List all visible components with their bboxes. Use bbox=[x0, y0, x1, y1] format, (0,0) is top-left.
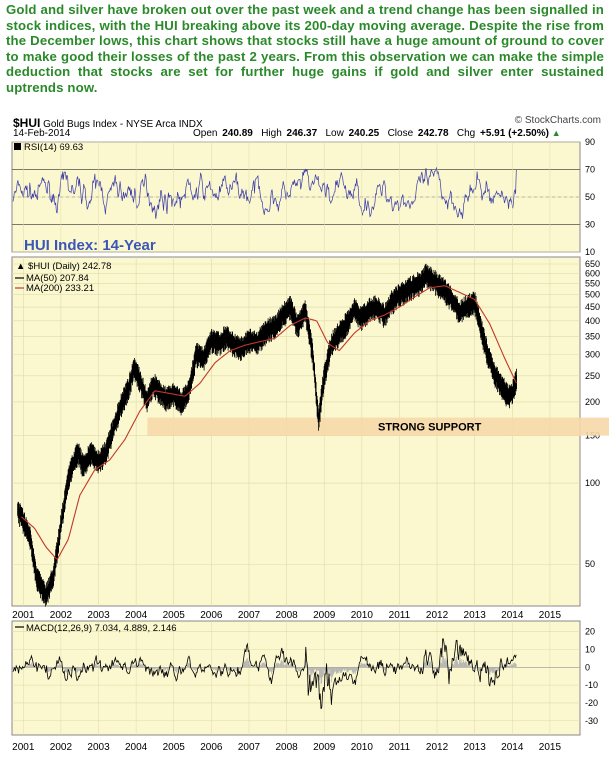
price-x-label: 2009 bbox=[313, 610, 336, 621]
price-tick-label: 450 bbox=[585, 302, 600, 312]
chart-title: $HUI Gold Bugs Index - NYSE Arca INDX bbox=[13, 116, 203, 130]
price-tick-label: 100 bbox=[585, 478, 600, 488]
price-x-label: 2006 bbox=[200, 610, 223, 621]
price-tick-label: 50 bbox=[585, 559, 595, 569]
high-value: 246.37 bbox=[286, 128, 318, 139]
macd-x-label: 2004 bbox=[125, 742, 148, 753]
macd-x-label: 2007 bbox=[238, 742, 261, 753]
price-tick-label: 250 bbox=[585, 371, 600, 381]
open-value: 240.89 bbox=[222, 128, 253, 139]
macd-tick-label: 10 bbox=[585, 645, 595, 655]
macd-x-label: 2001 bbox=[12, 742, 35, 753]
macd-x-label: 2013 bbox=[464, 742, 487, 753]
macd-x-label: 2011 bbox=[389, 742, 411, 753]
price-x-label: 2010 bbox=[351, 610, 374, 621]
hui-index-title: HUI Index: 14-Year bbox=[24, 237, 156, 254]
price-tick-label: 650 bbox=[585, 259, 600, 269]
price-tick-label: 200 bbox=[585, 397, 600, 407]
rsi-tick-label: 90 bbox=[585, 137, 595, 147]
macd-x-label: 2002 bbox=[50, 742, 73, 753]
rsi-tick-label: 70 bbox=[585, 165, 595, 175]
rsi-tick-label: 10 bbox=[585, 247, 595, 257]
price-x-label: 2015 bbox=[539, 610, 562, 621]
price-x-label: 2012 bbox=[426, 610, 449, 621]
price-tick-label: 500 bbox=[585, 290, 600, 300]
macd-tick-label: 20 bbox=[585, 627, 595, 637]
hui-price-bars bbox=[17, 263, 517, 607]
up-arrow-icon: ▲ bbox=[551, 128, 561, 138]
stockcharts-logo: © StockCharts.com bbox=[514, 115, 601, 126]
rsi-legend: RSI(14) 69.63 bbox=[24, 142, 83, 153]
date-label: 14-Feb-2014 bbox=[13, 128, 71, 139]
macd-x-label: 2009 bbox=[313, 742, 336, 753]
price-x-label: 2013 bbox=[464, 610, 487, 621]
support-band bbox=[147, 417, 609, 436]
price-tick-label: 300 bbox=[585, 350, 600, 360]
price-x-label: 2002 bbox=[50, 610, 73, 621]
macd-tick-label: 0 bbox=[585, 662, 590, 672]
price-tick-label: 550 bbox=[585, 279, 600, 289]
price-x-label: 2014 bbox=[501, 610, 524, 621]
macd-legend: MACD(12,26,9) 7.034, 4.889, 2.146 bbox=[26, 623, 177, 634]
low-label: Low bbox=[325, 128, 344, 139]
rsi-tick-label: 50 bbox=[585, 192, 595, 202]
macd-histogram bbox=[12, 655, 517, 684]
chg-label: Chg bbox=[456, 128, 476, 139]
macd-x-label: 2005 bbox=[163, 742, 186, 753]
macd-tick-label: -30 bbox=[585, 716, 598, 726]
high-label: High bbox=[261, 128, 282, 139]
price-legend-ma200: MA(200) 233.21 bbox=[26, 283, 94, 294]
macd-x-label: 2006 bbox=[200, 742, 223, 753]
macd-x-label: 2003 bbox=[87, 742, 110, 753]
chg-value: +5.91 (+2.50%) bbox=[480, 128, 549, 139]
ma200-line bbox=[21, 285, 517, 560]
rsi-line bbox=[12, 167, 517, 219]
price-x-label: 2011 bbox=[389, 610, 411, 621]
price-x-label: 2003 bbox=[87, 610, 110, 621]
close-label: Close bbox=[387, 128, 414, 139]
ohlc-readout: Open 240.89 High 246.37 Low 240.25 Close… bbox=[193, 128, 561, 139]
symbol-label: $HUI bbox=[13, 116, 41, 130]
macd-x-label: 2015 bbox=[539, 742, 562, 753]
low-value: 240.25 bbox=[348, 128, 380, 139]
price-x-label: 2004 bbox=[125, 610, 148, 621]
price-tick-label: 600 bbox=[585, 268, 600, 278]
price-x-label: 2005 bbox=[163, 610, 186, 621]
index-name: Gold Bugs Index - NYSE Arca INDX bbox=[43, 119, 203, 130]
open-label: Open bbox=[193, 128, 218, 139]
macd-tick-label: -20 bbox=[585, 698, 598, 708]
strong-support-label: STRONG SUPPORT bbox=[378, 422, 482, 434]
macd-line bbox=[12, 638, 517, 710]
macd-x-label: 2008 bbox=[275, 742, 298, 753]
price-x-label: 2007 bbox=[238, 610, 261, 621]
macd-panel bbox=[11, 620, 581, 736]
commentary-text: Gold and silver have broken out over the… bbox=[6, 2, 604, 95]
macd-x-label: 2010 bbox=[351, 742, 374, 753]
macd-x-label: 2014 bbox=[501, 742, 524, 753]
rsi-tick-label: 30 bbox=[585, 220, 595, 230]
close-value: 242.78 bbox=[417, 128, 449, 139]
macd-tick-label: -10 bbox=[585, 680, 598, 690]
macd-x-label: 2012 bbox=[426, 742, 449, 753]
price-legend-hui: ▲ $HUI (Daily) 242.78 bbox=[16, 261, 111, 272]
price-x-label: 2001 bbox=[12, 610, 35, 621]
rsi-legend-swatch bbox=[14, 143, 21, 150]
price-tick-label: 350 bbox=[585, 331, 600, 341]
price-tick-label: 400 bbox=[585, 316, 600, 326]
price-legend-ma50: MA(50) 207.84 bbox=[26, 273, 89, 284]
price-x-label: 2008 bbox=[275, 610, 298, 621]
